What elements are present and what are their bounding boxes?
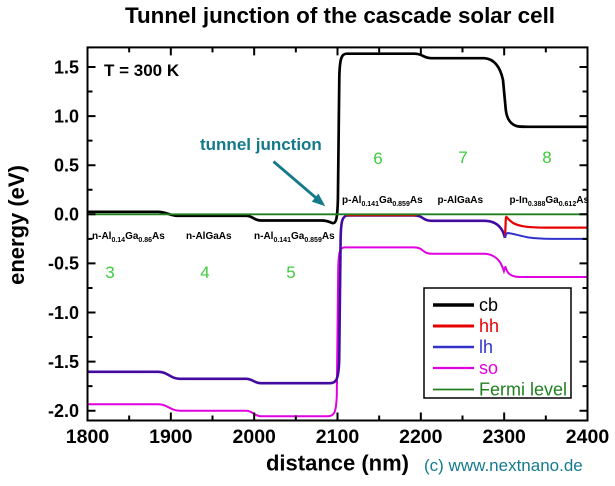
svg-text:-2.0: -2.0 (48, 401, 79, 421)
svg-text:0.5: 0.5 (54, 156, 79, 176)
svg-text:2400: 2400 (566, 426, 610, 448)
svg-text:energy (eV): energy (eV) (4, 165, 29, 285)
svg-text:0.0: 0.0 (54, 205, 79, 225)
svg-text:distance (nm): distance (nm) (266, 451, 409, 476)
svg-text:T = 300 K: T = 300 K (104, 61, 180, 80)
svg-text:1800: 1800 (66, 426, 110, 448)
svg-text:7: 7 (458, 148, 467, 167)
svg-text:Fermi level: Fermi level (479, 380, 567, 400)
svg-text:-0.5: -0.5 (48, 254, 79, 274)
svg-text:p-AlGaAs: p-AlGaAs (438, 195, 484, 206)
svg-text:2300: 2300 (483, 426, 527, 448)
svg-text:tunnel junction: tunnel junction (200, 135, 322, 154)
svg-text:1900: 1900 (149, 426, 193, 448)
svg-text:1.5: 1.5 (54, 57, 79, 77)
svg-text:n-AlGaAs: n-AlGaAs (186, 231, 232, 242)
svg-text:2100: 2100 (316, 426, 360, 448)
svg-text:6: 6 (373, 149, 382, 168)
svg-text:lh: lh (479, 337, 493, 357)
svg-text:8: 8 (542, 148, 551, 167)
svg-text:hh: hh (479, 316, 499, 336)
svg-text:2000: 2000 (233, 426, 277, 448)
svg-text:4: 4 (200, 263, 209, 282)
svg-text:5: 5 (286, 263, 295, 282)
svg-text:2200: 2200 (399, 426, 443, 448)
svg-text:so: so (479, 358, 498, 378)
svg-text:-1.0: -1.0 (48, 303, 79, 323)
svg-text:(c) www.nextnano.de: (c) www.nextnano.de (424, 456, 583, 475)
svg-text:-1.5: -1.5 (48, 352, 79, 372)
svg-text:1.0: 1.0 (54, 106, 79, 126)
svg-text:3: 3 (105, 263, 114, 282)
svg-text:cb: cb (479, 295, 498, 315)
svg-text:Tunnel junction of the cascade: Tunnel junction of the cascade solar cel… (125, 3, 555, 28)
